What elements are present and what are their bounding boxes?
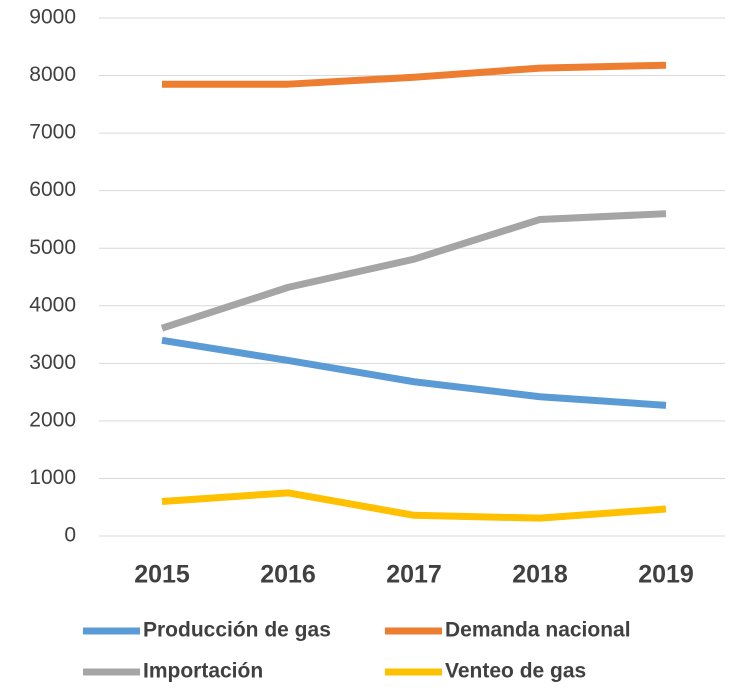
y-tick-label: 3000 [29,351,76,374]
x-tick-label: 2015 [134,561,190,589]
y-tick-label: 1000 [29,466,76,489]
series-line [161,489,667,522]
series-line [161,336,667,409]
y-tick-label: 4000 [29,293,76,316]
legend-label: Producción de gas [143,619,331,642]
series-line [160,210,667,332]
series-line [162,61,667,88]
y-tick-label: 7000 [29,121,76,144]
y-tick-label: 5000 [29,236,76,259]
legend-label: Demanda nacional [445,619,631,642]
y-tick-label: 2000 [29,408,76,431]
legend-label: Importación [143,660,263,683]
x-tick-label: 2019 [638,561,694,589]
y-tick-label: 9000 [29,6,76,29]
y-tick-label: 8000 [29,63,76,86]
x-tick-label: 2018 [512,561,568,589]
x-tick-label: 2016 [260,561,316,589]
x-tick-label: 2017 [386,561,442,589]
y-tick-label: 6000 [29,178,76,201]
y-tick-label: 0 [64,524,76,547]
legend-label: Venteo de gas [445,660,586,683]
